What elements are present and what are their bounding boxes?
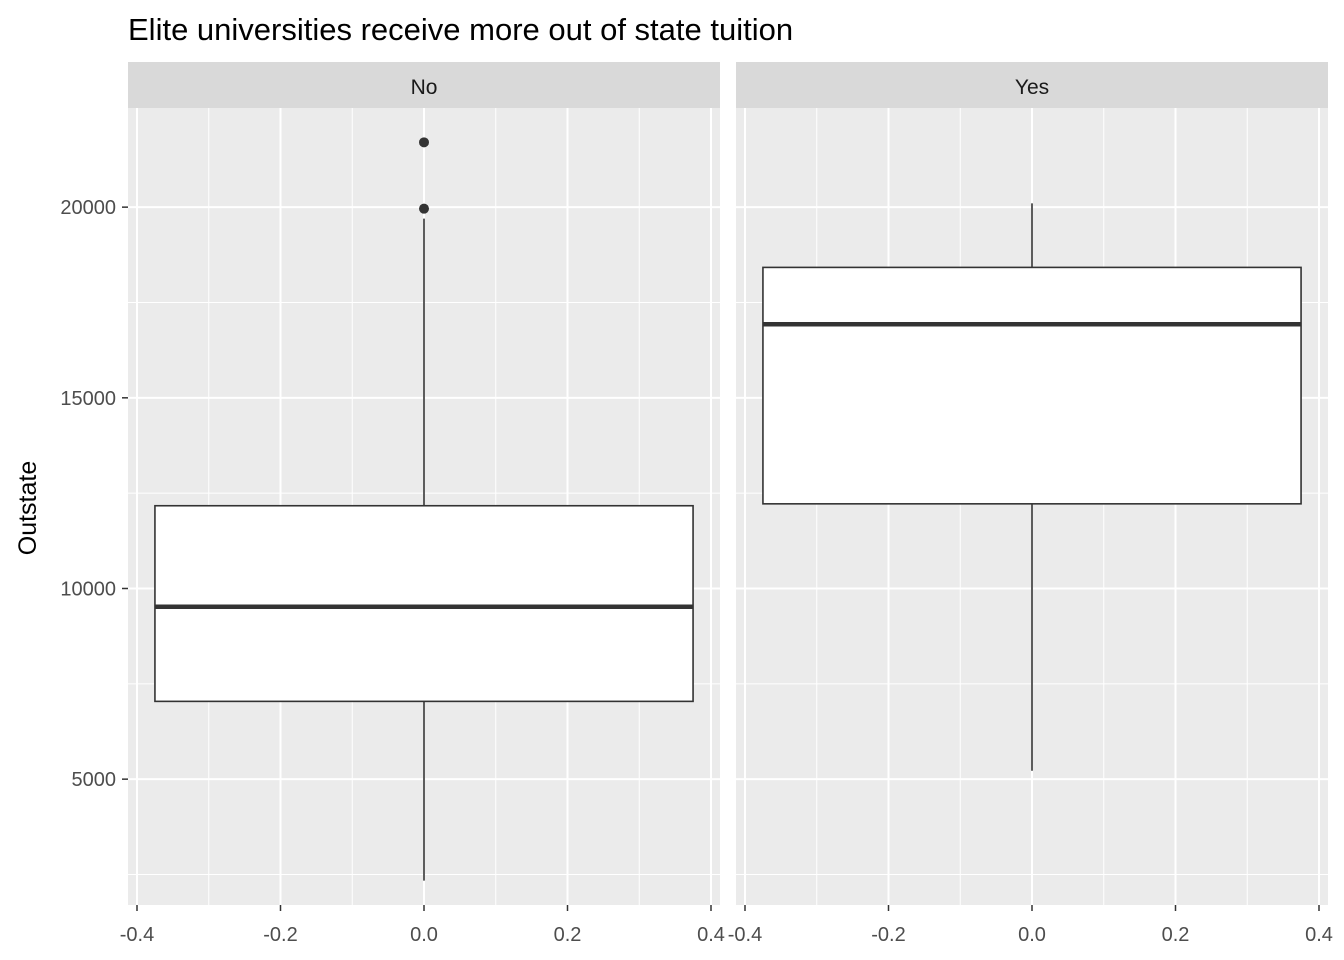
facet-strip-label: Yes [1015, 76, 1049, 99]
x-tick-label: 0.4 [697, 924, 725, 946]
facet-strip [736, 62, 1328, 108]
x-tick-label: 0.4 [1305, 924, 1333, 946]
y-tick-label: 15000 [60, 388, 116, 410]
x-tick-label: 0.2 [554, 924, 582, 946]
x-tick-label: 0.0 [1018, 924, 1046, 946]
y-axis-title: Outstate [14, 461, 42, 556]
y-tick-label: 20000 [60, 197, 116, 219]
y-tick-label: 10000 [60, 578, 116, 600]
x-tick-label: -0.4 [728, 924, 762, 946]
facet-panel-no: No -0.4 -0.2 0.0 0.2 0.4 [120, 62, 725, 946]
facet-panel-yes: Yes -0.4 -0.2 0.0 0.2 0.4 [728, 62, 1333, 946]
facet-panels: No -0.4 -0.2 0.0 0.2 0.4 Yes -0.4 -0.2 0.0 0.2 0.4 [120, 62, 1333, 946]
outlier-point [419, 203, 429, 214]
x-tick-label: -0.4 [120, 924, 154, 946]
facet-strip [128, 62, 720, 108]
x-tick-label: -0.2 [871, 924, 905, 946]
facet-strip-label: No [411, 76, 438, 99]
x-tick-label: 0.2 [1162, 924, 1190, 946]
iqr-box [762, 266, 1302, 505]
outlier-point [419, 137, 429, 148]
iqr-box [154, 504, 694, 703]
x-tick-label: -0.2 [263, 924, 297, 946]
chart-title: Elite universities receive more out of s… [128, 12, 793, 47]
y-axis: 5000 10000 15000 20000 [60, 197, 128, 791]
x-tick-label: 0.0 [410, 924, 438, 946]
y-tick-label: 5000 [72, 769, 117, 791]
